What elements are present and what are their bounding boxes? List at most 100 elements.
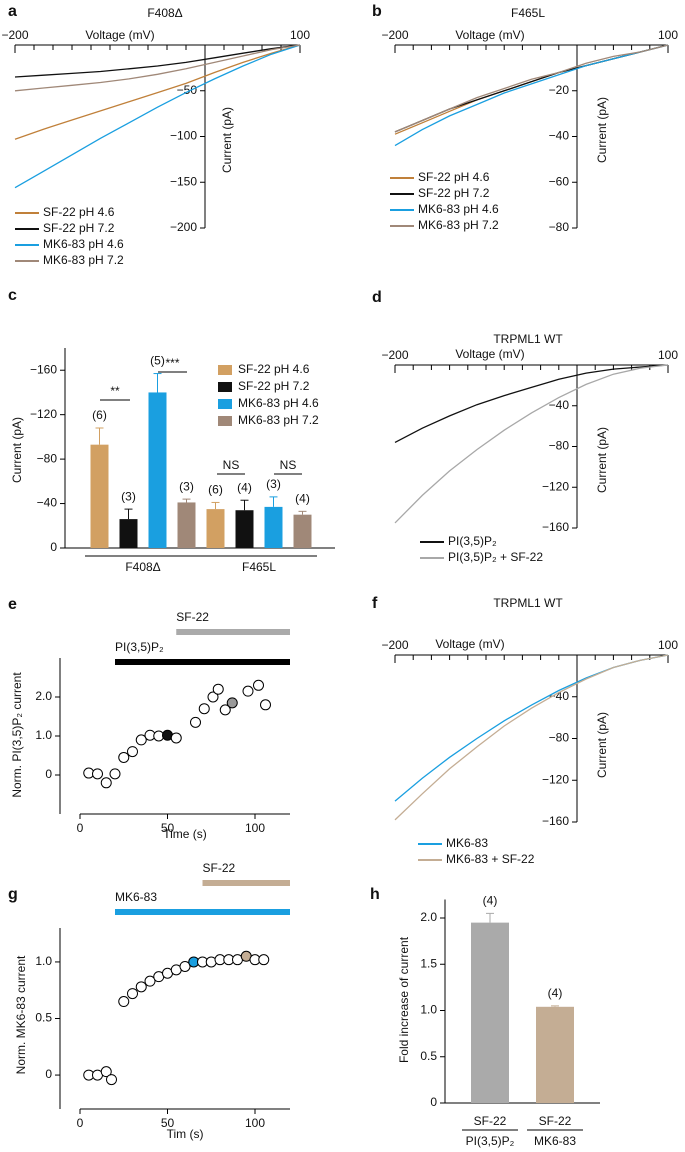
panel-letter: a (8, 3, 17, 20)
application-label: SF-22 (203, 861, 236, 875)
data-point (179, 960, 191, 972)
panel-title: TRPML1 WT (493, 332, 563, 346)
y-tick-label: −120 (30, 407, 57, 421)
x-tick-label: 100 (658, 28, 678, 42)
legend-swatch (218, 382, 232, 392)
y-tick-label: −40 (37, 496, 58, 510)
y-axis-label: Current (pA) (10, 417, 24, 483)
n-label: (4) (548, 986, 563, 1000)
y-tick-label: −60 (549, 174, 570, 188)
data-point (212, 683, 224, 695)
panel-title: F465L (511, 6, 545, 20)
n-label: (3) (121, 489, 136, 503)
y-tick-label: −40 (549, 129, 570, 143)
panel-letter: e (8, 596, 17, 613)
data-point (135, 981, 147, 993)
application-bar (115, 909, 290, 915)
x-axis-label: Tim (s) (167, 1127, 204, 1141)
panel-letter: g (8, 886, 18, 903)
group-label: MK6-83 (534, 1134, 576, 1148)
legend-label: MK6-83 + SF-22 (446, 852, 535, 866)
y-tick-label: 1.5 (420, 956, 437, 970)
y-tick-label: −80 (549, 731, 570, 745)
group-label: F408Δ (125, 560, 160, 574)
data-point (118, 996, 130, 1008)
data-point (190, 716, 201, 728)
n-label: (6) (208, 483, 223, 497)
y-tick-label: 0 (50, 540, 57, 554)
y-tick-label: −80 (37, 451, 58, 465)
y-tick-label: −40 (549, 689, 570, 703)
y-tick-label: −40 (549, 398, 570, 412)
data-point (144, 975, 156, 987)
data-point (226, 697, 238, 709)
bar (90, 444, 109, 548)
y-axis-label: Current (pA) (220, 107, 234, 173)
panel-letter: d (372, 289, 382, 306)
y-tick-label: 0.5 (35, 1011, 52, 1025)
x-tick-label: 100 (245, 1116, 265, 1130)
iv-curve (14, 44, 301, 189)
significance-label: *** (165, 356, 179, 370)
application-bar (202, 880, 290, 886)
data-point (219, 704, 231, 716)
x-tick-label: 50 (161, 821, 175, 835)
y-tick-label: −120 (542, 479, 569, 493)
iv-curve (394, 364, 669, 443)
y-axis-label: Norm. PI(3,5)P₂ current (10, 672, 24, 798)
y-tick-label: −160 (542, 520, 569, 534)
legend-label: MK6-83 pH 7.2 (418, 218, 499, 232)
y-axis-label: Norm. MK6-83 current (14, 955, 28, 1074)
y-tick-label: 1.0 (420, 1003, 437, 1017)
iv-curve (394, 44, 669, 133)
data-point (198, 703, 210, 715)
iv-curve (14, 44, 301, 140)
legend-label: MK6-83 pH 4.6 (418, 202, 499, 216)
data-point (135, 734, 147, 746)
legend-label: PI(3,5)P₂ (448, 534, 497, 548)
y-tick-label: 0 (45, 767, 52, 781)
legend-label: SF-22 pH 4.6 (43, 205, 115, 219)
data-point (170, 732, 182, 744)
data-point (109, 768, 121, 780)
x-axis-label: Voltage (mV) (435, 637, 504, 651)
legend-label: SF-22 pH 4.6 (418, 170, 490, 184)
legend-label: MK6-83 pH 4.6 (238, 396, 319, 410)
data-point (100, 1066, 112, 1078)
y-tick-label: −160 (30, 362, 57, 376)
y-tick-label: −20 (549, 83, 570, 97)
x-axis-label: Voltage (mV) (455, 28, 524, 42)
y-tick-label: −160 (542, 814, 569, 828)
iv-curve (394, 44, 669, 147)
x-tick-label: SF-22 (539, 1114, 572, 1128)
y-axis-label: Current (pA) (595, 97, 609, 163)
bar (206, 509, 225, 548)
iv-curve (394, 364, 669, 524)
application-label: MK6-83 (115, 890, 157, 904)
y-tick-label: 1.0 (35, 954, 52, 968)
legend-label: MK6-83 pH 7.2 (238, 413, 319, 427)
n-label: (3) (266, 477, 281, 491)
x-tick-label: 100 (290, 28, 310, 42)
y-tick-label: 1.0 (35, 728, 52, 742)
data-point (253, 679, 264, 691)
bar (471, 922, 509, 1103)
legend-label: MK6-83 pH 4.6 (43, 237, 124, 251)
iv-curve (394, 654, 669, 802)
group-label: PI(3,5)P₂ (466, 1134, 515, 1148)
data-point (100, 777, 112, 789)
data-point (127, 988, 138, 1000)
x-tick-label: 0 (77, 1116, 84, 1130)
iv-curve (394, 44, 669, 133)
legend-swatch (218, 365, 232, 375)
panel-letter: h (370, 886, 380, 903)
y-tick-label: 2.0 (35, 689, 52, 703)
application-bar (115, 659, 290, 665)
bar (264, 506, 283, 548)
y-tick-label: −120 (542, 772, 569, 786)
data-point (127, 746, 138, 758)
data-point (260, 699, 271, 711)
x-axis-label: Voltage (mV) (455, 347, 524, 361)
y-tick-label: 0 (430, 1095, 437, 1109)
